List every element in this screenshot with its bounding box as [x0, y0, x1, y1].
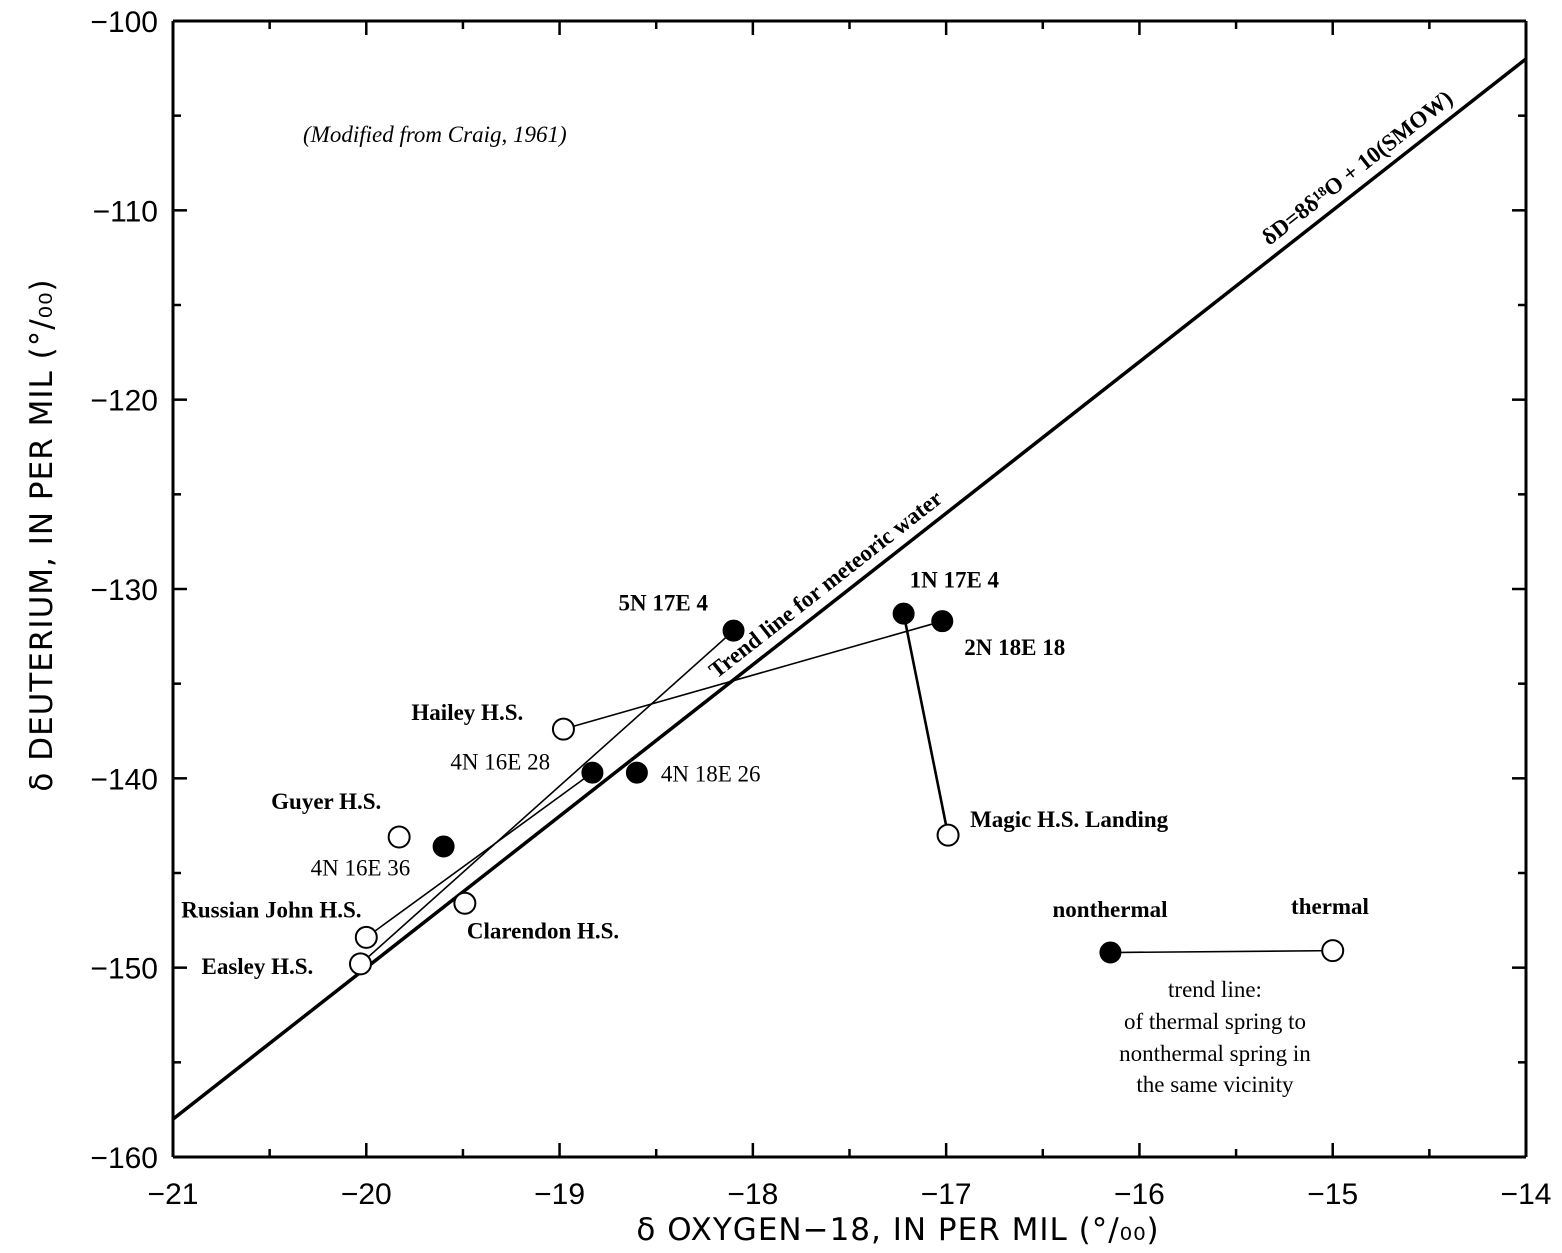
point-label: 2N 18E 18 [964, 635, 1065, 660]
trend-connector [359, 630, 735, 965]
thermal-point [551, 717, 575, 741]
point-label: Russian John H.S. [181, 897, 361, 922]
nonthermal-point [892, 602, 915, 625]
legend-thermal-marker [1321, 939, 1345, 963]
y-tick-label: −140 [90, 763, 158, 796]
y-tick-label: −130 [90, 574, 158, 607]
point-label: Guyer H.S. [271, 789, 381, 814]
x-tick-label: −18 [727, 1178, 778, 1211]
trend-connector [563, 620, 943, 730]
thermal-point [348, 952, 372, 976]
x-tick-label: −16 [1114, 1178, 1165, 1211]
legend-description-line-2: of thermal spring to [1124, 1009, 1306, 1034]
legend-nonthermal-marker [1099, 941, 1122, 964]
source-note: (Modified from Craig, 1961) [303, 122, 567, 147]
y-tick-label: −150 [90, 953, 158, 986]
thermal-point [453, 891, 477, 915]
point-label: Clarendon H.S. [467, 918, 619, 943]
point-label: 4N 18E 26 [661, 762, 761, 787]
meteoric-water-line [171, 57, 1528, 1121]
point-labels: 5N 17E 4 1N 17E 4 2N 18E 18 4N 16E 28 4N 18E… [181, 568, 1168, 979]
nonthermal-point [931, 610, 954, 633]
thermal-point [354, 925, 378, 949]
y-tick-label: −110 [93, 195, 158, 228]
point-label: Magic H.S. Landing [970, 807, 1169, 832]
point-label: Hailey H.S. [411, 700, 523, 725]
point-label: 5N 17E 4 [619, 591, 709, 616]
x-tick-label: −15 [1307, 1178, 1358, 1211]
nonthermal-point [432, 835, 455, 858]
data-points [348, 602, 960, 976]
legend-trend-line [1110, 949, 1333, 954]
x-tick-label: −19 [534, 1178, 585, 1211]
meteoric-line-equation: δD=8δ¹⁸O + 10(SMOW) [1257, 85, 1457, 250]
trend-connector [902, 613, 950, 836]
legend-description-line-3: nonthermal spring in [1119, 1041, 1311, 1066]
nonthermal-point [581, 761, 604, 784]
axis-ticks: −21 −20 −19 −18 −17 −16 −15 −14 −100 −110 −120 −130… [90, 6, 1551, 1211]
point-label: 1N 17E 4 [910, 568, 1000, 593]
point-label: 4N 16E 36 [311, 855, 411, 880]
y-tick-label: −120 [90, 385, 158, 418]
trend-connectors [359, 613, 950, 965]
x-tick-label: −20 [341, 1178, 392, 1211]
legend-description-line-4: the same vicinity [1136, 1072, 1294, 1097]
x-tick-label: −17 [921, 1178, 972, 1211]
legend-thermal-label: thermal [1291, 894, 1369, 919]
thermal-point [936, 823, 960, 847]
point-label: Easley H.S. [201, 954, 313, 979]
x-tick-label: −14 [1501, 1178, 1552, 1211]
nonthermal-point [722, 619, 745, 642]
thermal-point [387, 825, 411, 849]
point-label: 4N 16E 28 [450, 750, 550, 775]
y-axis-title: δ DEUTERIUM, IN PER MIL (°/₀₀) [24, 278, 60, 791]
x-tick-label: −21 [148, 1178, 199, 1211]
legend-nonthermal-label: nonthermal [1053, 897, 1168, 922]
trend-connector [365, 772, 593, 939]
x-axis-title: δ OXYGEN−18, IN PER MIL (°/₀₀) [636, 1212, 1159, 1248]
y-tick-label: −160 [90, 1142, 158, 1175]
legend: nonthermal thermal trend line: of therma… [1053, 894, 1369, 1097]
y-tick-label: −100 [90, 6, 158, 39]
nonthermal-point [625, 761, 648, 784]
legend-description-line-1: trend line: [1168, 977, 1262, 1002]
